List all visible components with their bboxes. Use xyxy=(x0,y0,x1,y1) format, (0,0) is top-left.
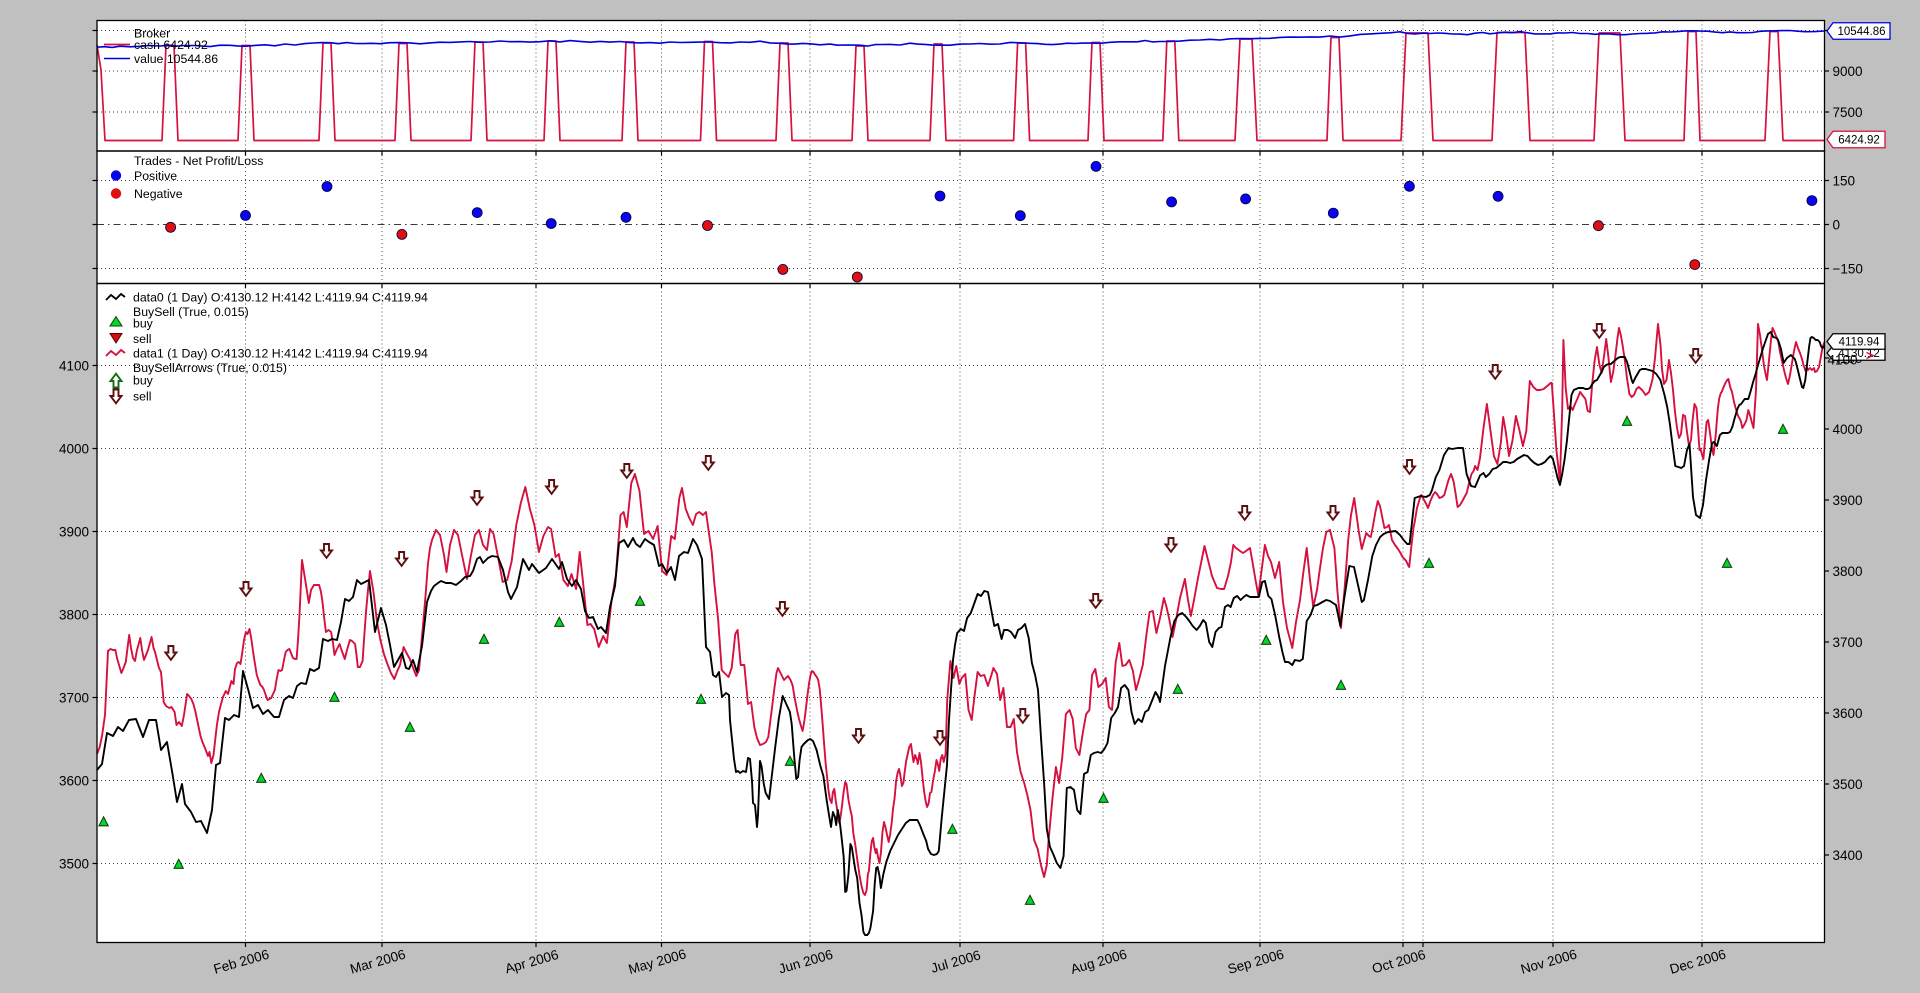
svg-text:−150: −150 xyxy=(1833,262,1863,277)
svg-text:3600: 3600 xyxy=(59,774,89,789)
svg-text:3600: 3600 xyxy=(1833,706,1863,721)
svg-text:value 10544.86: value 10544.86 xyxy=(134,52,218,66)
svg-text:4100: 4100 xyxy=(59,359,89,374)
svg-text:3700: 3700 xyxy=(1833,635,1863,650)
svg-text:data1 (1 Day) O:4130.12 H:4142: data1 (1 Day) O:4130.12 H:4142 L:4119.94… xyxy=(133,347,428,361)
svg-text:4100: 4100 xyxy=(1828,353,1858,368)
svg-text:sell: sell xyxy=(133,390,151,404)
svg-text:sell: sell xyxy=(133,332,151,346)
svg-text:Negative: Negative xyxy=(134,187,183,201)
svg-text:3900: 3900 xyxy=(59,525,89,540)
svg-text:BuySell (True, 0.015): BuySell (True, 0.015) xyxy=(133,305,249,319)
svg-text:3500: 3500 xyxy=(59,857,89,872)
svg-text:3500: 3500 xyxy=(1833,777,1863,792)
svg-text:0: 0 xyxy=(1833,218,1841,233)
svg-text:Trades - Net Profit/Loss: Trades - Net Profit/Loss xyxy=(134,154,263,168)
svg-text:cash 6424.92: cash 6424.92 xyxy=(134,38,208,52)
svg-text:3800: 3800 xyxy=(59,608,89,623)
svg-text:3400: 3400 xyxy=(1833,848,1863,863)
svg-text:4000: 4000 xyxy=(1833,422,1863,437)
svg-text:4119.94: 4119.94 xyxy=(1839,337,1880,349)
svg-text:Broker: Broker xyxy=(134,27,170,41)
svg-text:9000: 9000 xyxy=(1833,64,1863,79)
svg-text:buy: buy xyxy=(133,374,154,388)
svg-text:buy: buy xyxy=(133,317,154,331)
svg-text:3900: 3900 xyxy=(1833,493,1863,508)
svg-text:3700: 3700 xyxy=(59,691,89,706)
svg-text:6424.92: 6424.92 xyxy=(1838,135,1880,147)
svg-text:data0 (1 Day) O:4130.12 H:4142: data0 (1 Day) O:4130.12 H:4142 L:4119.94… xyxy=(133,291,428,305)
svg-text:BuySellArrows (True, 0.015): BuySellArrows (True, 0.015) xyxy=(133,361,287,375)
svg-text:Positive: Positive xyxy=(134,169,177,183)
svg-text:7500: 7500 xyxy=(1833,105,1863,120)
svg-text:10544.86: 10544.86 xyxy=(1838,26,1886,38)
svg-text:150: 150 xyxy=(1833,174,1856,189)
svg-text:3800: 3800 xyxy=(1833,564,1863,579)
svg-text:4000: 4000 xyxy=(59,442,89,457)
